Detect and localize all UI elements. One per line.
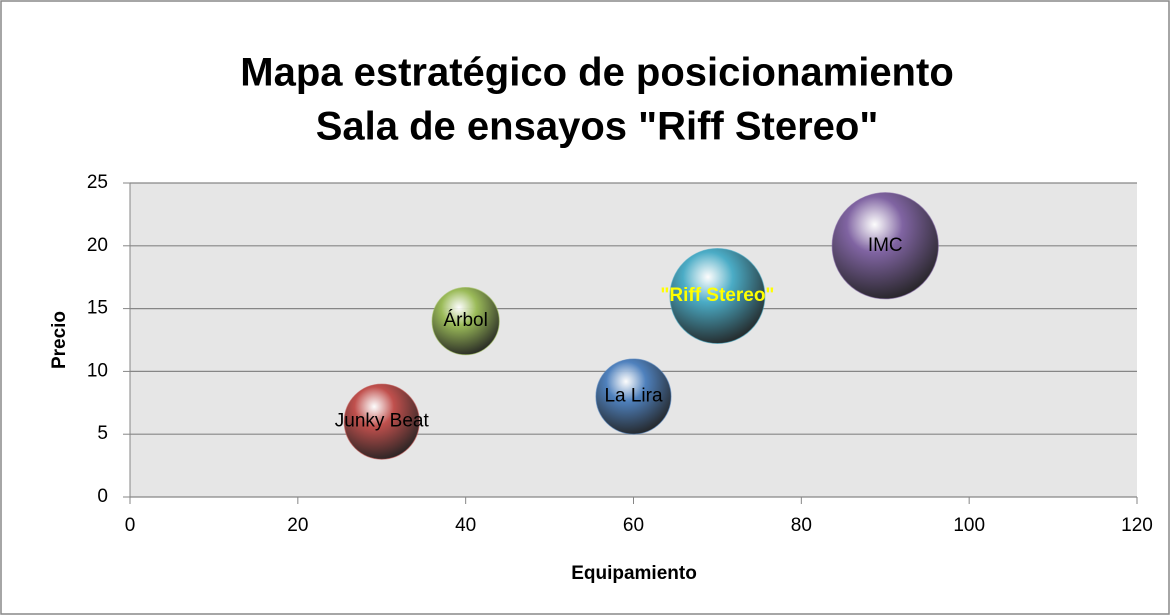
x-tick-label: 40 <box>455 515 476 536</box>
x-tick-label: 20 <box>287 515 308 536</box>
y-tick-label: 10 <box>87 360 108 381</box>
data-label: La Lira <box>604 386 663 407</box>
y-tick-label: 0 <box>97 486 108 507</box>
y-tick-label: 25 <box>87 172 108 193</box>
plot-area <box>130 183 1137 497</box>
x-axis-title: Equipamiento <box>571 563 697 584</box>
y-axis-title: Precio <box>49 311 70 369</box>
y-tick-label: 5 <box>97 423 108 444</box>
data-label: IMC <box>868 235 903 256</box>
bubble <box>431 287 500 356</box>
bubble <box>831 192 939 300</box>
data-label: Junky Beat <box>335 411 430 432</box>
bubble <box>595 358 672 435</box>
chart-subtitle: Sala de ensayos "Riff Stereo" <box>316 105 879 149</box>
chart-title: Mapa estratégico de posicionamiento <box>240 51 954 95</box>
x-tick-label: 120 <box>1121 515 1153 536</box>
data-label: "Riff Stereo" <box>660 285 774 306</box>
data-label: Árbol <box>443 310 487 331</box>
y-tick-label: 20 <box>87 235 108 256</box>
x-tick-label: 60 <box>623 515 644 536</box>
y-tick-label: 15 <box>87 298 108 319</box>
bubble <box>669 248 766 345</box>
x-tick-label: 80 <box>791 515 812 536</box>
x-tick-label: 100 <box>953 515 985 536</box>
bubble <box>343 383 420 460</box>
x-tick-label: 0 <box>125 515 136 536</box>
